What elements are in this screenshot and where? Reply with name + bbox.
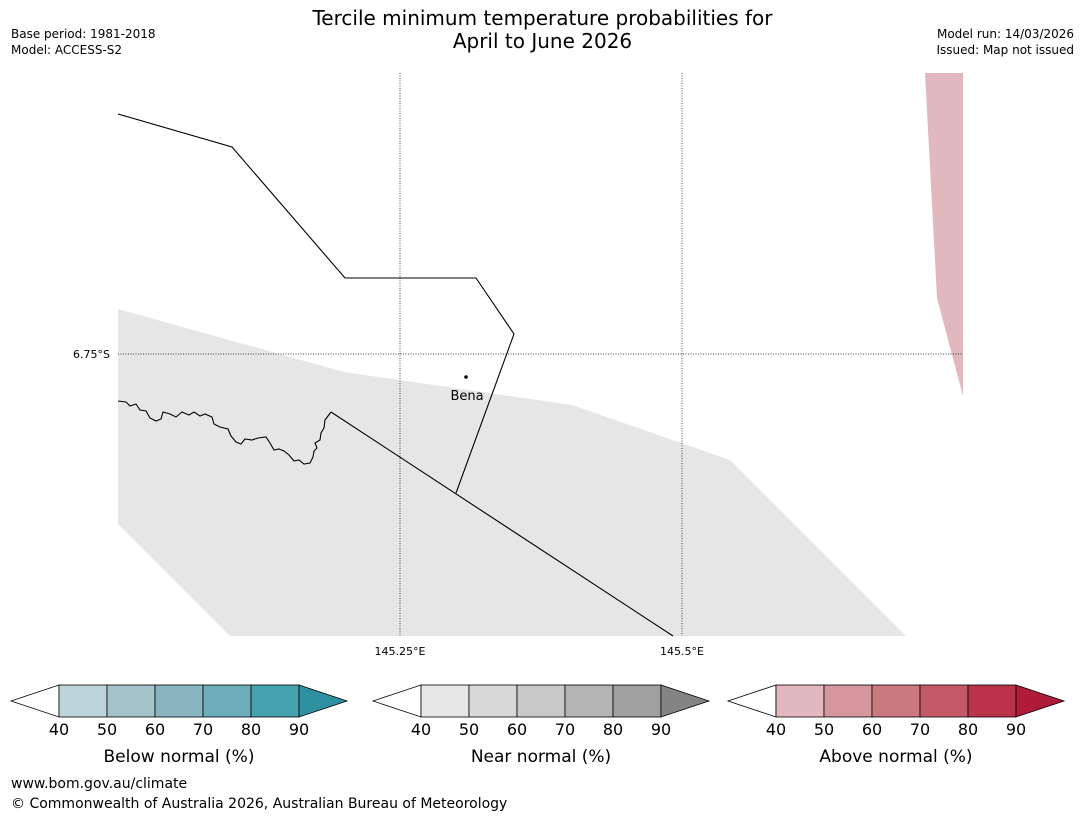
colorbar-below-normal-tick: 60 (145, 720, 165, 739)
colorbar-below-normal-segment (202, 684, 252, 718)
colorbar-above-normal-extend-high (1015, 684, 1066, 718)
colorbar-below-normal-tick: 90 (289, 720, 309, 739)
colorbar-near-normal-label: Near normal (%) (471, 747, 611, 767)
title-line-1: Tercile minimum temperature probabilitie… (312, 6, 773, 30)
bena-town-marker (464, 375, 468, 379)
colorbar-above-normal-tick: 50 (814, 720, 834, 739)
issued-text: Issued: Map not issued (936, 43, 1074, 57)
colorbar-above-normal-segment (775, 684, 825, 718)
colorbar-below-normal-tick: 50 (97, 720, 117, 739)
colorbar-near-normal-extend-high (660, 684, 711, 718)
colorbar-above-normal-tick: 90 (1006, 720, 1026, 739)
colorbar-near-normal-tick: 90 (651, 720, 671, 739)
colorbar-near-normal-tick: 50 (459, 720, 479, 739)
colorbar-below-normal-segment (250, 684, 300, 718)
colorbar-near-normal-extend-low (371, 684, 422, 718)
footer: www.bom.gov.au/climate © Commonwealth of… (11, 774, 507, 814)
map-title: Tercile minimum temperature probabilitie… (0, 7, 1085, 53)
colorbar-above-normal-tick: 60 (862, 720, 882, 739)
base-period-text: Base period: 1981-2018 (11, 27, 156, 41)
colorbar-near-normal: 40 50 60 70 80 90 Near normal (%) (371, 684, 711, 767)
title-line-2: April to June 2026 (452, 29, 633, 53)
colorbar-above-normal-label: Above normal (%) (819, 747, 972, 767)
colorbar-above-normal-segment (823, 684, 873, 718)
lat-label: 6.75°S (73, 348, 110, 361)
colorbar-above-normal-segment (919, 684, 969, 718)
above-normal-region (925, 73, 963, 396)
colorbar-above-normal-tick: 70 (910, 720, 930, 739)
colorbar-near-normal-segment (612, 684, 662, 718)
colorbar-below-normal: 40 50 60 70 80 90 Below normal (%) (9, 684, 349, 767)
colorbar-below-normal-tick: 80 (241, 720, 261, 739)
colorbar-above-normal-segment (871, 684, 921, 718)
colorbar-above-normal-tick: 40 (766, 720, 786, 739)
website-link[interactable]: www.bom.gov.au/climate (11, 776, 188, 792)
river-boundary (117, 400, 332, 465)
colorbar-near-normal-segment (564, 684, 614, 718)
colorbar-near-normal-segment (468, 684, 518, 718)
colorbar-near-normal-segment (516, 684, 566, 718)
colorbar-below-normal-tick: 70 (193, 720, 213, 739)
colorbar-below-normal-segment (154, 684, 204, 718)
bena-town-label: Bena (450, 389, 483, 404)
colorbar-below-normal-label: Below normal (%) (104, 747, 255, 767)
colorbar-below-normal-extend-low (9, 684, 60, 718)
colorbar-above-normal: 40 50 60 70 80 90 Above normal (%) (726, 684, 1066, 767)
copyright-text: © Commonwealth of Australia 2026, Austra… (11, 796, 508, 812)
colorbar-near-normal-tick: 60 (507, 720, 527, 739)
province-boundary-north (117, 113, 515, 494)
colorbar-near-normal-tick: 80 (603, 720, 623, 739)
colorbar-below-normal-segment (106, 684, 156, 718)
colorbar-above-normal-tick: 80 (958, 720, 978, 739)
province-boundary-south (330, 411, 674, 637)
colorbar-below-normal-tick: 40 (49, 720, 69, 739)
model-text: Model: ACCESS-S2 (11, 43, 123, 57)
colorbar-near-normal-tick: 40 (411, 720, 431, 739)
meta-left: Base period: 1981-2018 Model: ACCESS-S2 (11, 26, 156, 58)
colorbar-near-normal-tick: 70 (555, 720, 575, 739)
colorbar-below-normal-extend-high (298, 684, 349, 718)
colorbar-above-normal-extend-low (726, 684, 777, 718)
colorbar-below-normal-segment (58, 684, 108, 718)
near-normal-region (118, 309, 906, 636)
model-run-text: Model run: 14/03/2026 (936, 27, 1074, 41)
lon-label-145-5: 145.5°E (660, 645, 704, 658)
colorbar-above-normal-segment (967, 684, 1017, 718)
lon-label-145-25: 145.25°E (375, 645, 426, 658)
colorbar-near-normal-segment (420, 684, 470, 718)
meta-right: Model run: 14/03/2026 Issued: Map not is… (936, 26, 1074, 58)
